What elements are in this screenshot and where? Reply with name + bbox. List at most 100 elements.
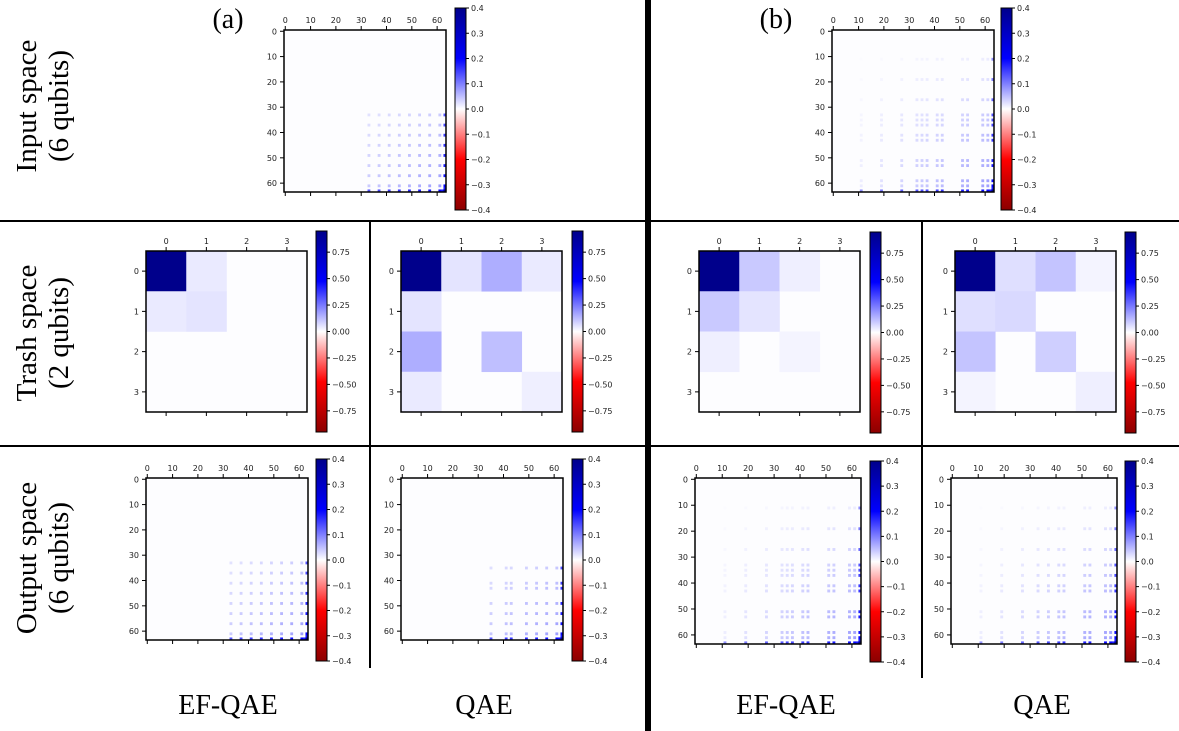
heatmap-cell [1062,563,1066,567]
heatmap-cell [880,118,883,122]
heatmap-cell [397,184,401,188]
y-tick-label: 30 [678,553,688,562]
heatmap-cell [302,637,306,641]
heatmap-cell [848,636,851,640]
x-tick-label: 60 [1103,464,1113,473]
colorbar-tick-label: −0.4 [471,206,490,215]
x-tick-label: 10 [717,464,727,473]
heatmap-cell [765,610,768,614]
heatmap-cells [979,506,1118,645]
heatmap-cell [961,159,964,162]
heatmap-cell [1088,589,1092,593]
heatmap-cell [509,637,513,641]
heatmap-cell [1057,636,1061,640]
heatmap-cell [940,57,944,61]
colorbar-tick-label: 0.2 [332,506,345,515]
heatmap-cell [560,634,564,638]
heatmap-cell [925,184,929,188]
heatmap-cell [853,589,857,593]
x-tick-label: 60 [980,16,990,25]
heatmap-cell [806,636,810,640]
heatmap-cell [146,291,187,332]
heatmap-cell [1021,641,1024,645]
heatmap-cell [915,98,919,102]
heatmap-cell [986,189,990,193]
heatmap-frame [283,29,447,193]
x-tick-label: 0 [164,237,169,246]
heatmap-cell [900,159,904,162]
heatmap-cell [940,164,944,167]
heatmap-cell [1088,631,1092,634]
heatmap-cell [991,133,995,137]
heatmap-cell [859,159,863,162]
heatmap-cell [806,568,810,572]
heatmap-cell [848,641,851,645]
heatmap-cell [859,133,863,137]
column-label-qae-b: QAE [1013,690,1071,721]
heatmap-cell [900,164,904,167]
row-label-trash-line1: Trash space [11,265,43,402]
heatmap-cell [723,631,727,634]
heatmap-cell [920,189,924,193]
heatmap-cell [785,584,789,588]
heatmap-background [146,478,308,640]
heatmap-cell [239,622,243,626]
heatmap-cell [699,291,740,332]
heatmap-cell [827,641,831,645]
heatmap-cell [259,622,263,626]
heatmap-cell [986,184,990,188]
heatmap-cell [744,548,748,551]
heatmap-cell [1036,610,1040,614]
y-tick-label: 1 [134,307,139,316]
heatmap-cell [1109,584,1113,588]
heatmap-cell [940,133,944,137]
heatmap-cell [723,573,727,577]
heatmap-cell [1046,506,1050,510]
heatmap-cell [966,184,969,188]
heatmap-cell [239,571,243,575]
x-tick-label: 1 [1013,237,1018,246]
colorbar-tick-label: −0.1 [588,581,607,590]
heatmap-cell [785,610,789,614]
heatmap-cell [443,143,447,147]
heatmap-cell [525,566,528,570]
heatmap-cell [560,612,564,615]
heatmap-frame [950,477,1118,645]
heatmap-cell [1000,615,1004,619]
heatmap-cell [991,138,995,142]
heatmap-cell [239,632,243,636]
heatmap-cell [525,622,528,626]
colorbar-tick-label: 0.00 [588,328,606,337]
heatmap-background [401,478,563,640]
heatmap-cell [853,584,857,588]
heatmap-cell [966,113,969,117]
heatmap-cell [979,563,983,567]
heatmap-cell [1057,563,1061,567]
heatmap-cell [785,615,789,619]
heatmap-cell [535,622,538,626]
colorbar-tick-label: 0.4 [1141,457,1154,466]
heatmap-cell [397,174,401,178]
heatmap-cell [1088,641,1092,645]
heatmap-cell [966,78,969,81]
heatmap-cell [377,174,381,178]
heatmap-1: 0 10 20 30 40 50 6001020304050600.40.30.20.10.… [815,4,1037,215]
x-tick-label: 20 [999,464,1009,473]
heatmap-cell [900,133,904,137]
colorbar-tick-label: 0.2 [886,507,899,516]
heatmap-cell [1109,573,1113,577]
heatmap-cell [387,143,391,147]
x-tick-label: 30 [473,464,483,473]
row-label-trash: Trash space (2 qubits) [11,265,75,402]
heatmap-cell [229,612,233,615]
heatmap-cell [408,113,411,117]
heatmap-cell [925,113,929,117]
colorbar-tick-label: 0.3 [332,480,345,489]
colorbar-tick-label: −0.75 [332,407,357,416]
heatmap-cell [790,615,794,619]
heatmap-cell [555,632,559,636]
x-tick-label: 20 [743,464,753,473]
heatmap-cell [428,143,432,147]
heatmap-cell [1021,563,1024,567]
x-tick-label: 50 [1077,464,1087,473]
